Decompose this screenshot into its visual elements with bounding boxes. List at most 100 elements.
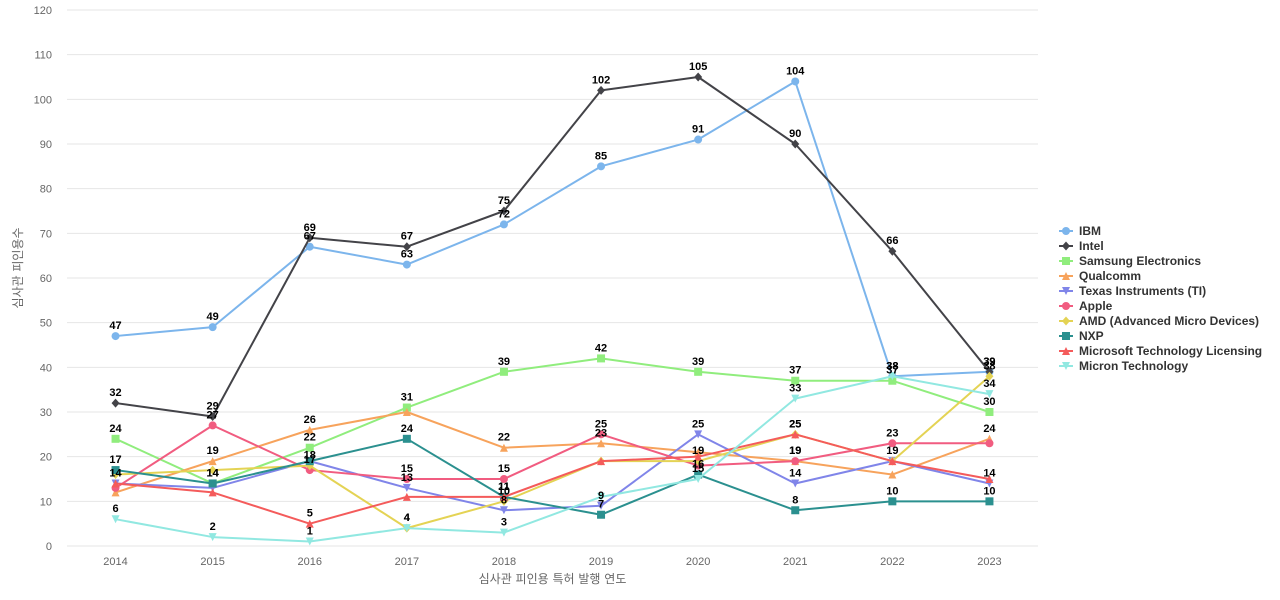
series-lines <box>111 72 994 546</box>
data-label-micron-technology: 1 <box>307 526 313 538</box>
data-point-micron-technology <box>888 372 897 381</box>
data-label-micron-technology: 34 <box>983 378 996 390</box>
data-label-apple: 15 <box>498 463 510 475</box>
data-label-nxp: 8 <box>792 494 798 506</box>
data-label-amd-advanced-micro-devices: 25 <box>789 418 801 430</box>
legend-item-microsoft-technology-licensing[interactable]: Microsoft Technology Licensing <box>1059 344 1262 358</box>
data-label-apple: 23 <box>886 427 898 439</box>
y-axis-title: 심사관 피인용수 <box>11 227 25 308</box>
legend-label: Texas Instruments (TI) <box>1079 284 1206 298</box>
data-label-texas-instruments-ti: 9 <box>598 490 604 502</box>
data-point-intel <box>402 242 411 252</box>
series-line-micron-technology <box>115 375 990 543</box>
data-label-micron-technology: 4 <box>404 512 411 524</box>
legend-marker <box>1062 257 1070 265</box>
data-point-ibm <box>111 332 120 341</box>
data-label-micron-technology: 6 <box>112 503 118 515</box>
data-label-qualcomm: 19 <box>789 445 801 457</box>
series-ibm <box>111 77 994 381</box>
data-label-qualcomm: 22 <box>498 432 510 444</box>
legend-item-texas-instruments-ti[interactable]: Texas Instruments (TI) <box>1059 284 1206 298</box>
data-point-amd-advanced-micro-devices <box>985 371 994 381</box>
data-label-ibm: 47 <box>109 320 121 332</box>
data-point-samsung-electronics <box>791 376 800 385</box>
data-point-microsoft-technology-licensing <box>597 457 606 466</box>
data-point-intel <box>888 246 897 256</box>
x-tick-label: 2021 <box>783 556 807 568</box>
legend-item-intel[interactable]: Intel <box>1059 239 1104 253</box>
legend-label: IBM <box>1079 224 1101 238</box>
legend-item-qualcomm[interactable]: Qualcomm <box>1059 269 1141 283</box>
data-label-nxp: 14 <box>207 467 220 479</box>
data-label-amd-advanced-micro-devices: 18 <box>304 450 316 462</box>
y-tick-label: 20 <box>40 452 52 464</box>
data-label-amd-advanced-micro-devices: 19 <box>886 445 898 457</box>
data-point-micron-technology <box>597 492 606 501</box>
data-label-intel: 66 <box>886 235 898 247</box>
data-point-ibm <box>694 135 703 144</box>
series-line-qualcomm <box>115 411 990 494</box>
data-point-microsoft-technology-licensing <box>402 492 411 501</box>
legend-label: NXP <box>1079 329 1104 343</box>
data-label-qualcomm: 19 <box>207 445 219 457</box>
legend-item-micron-technology[interactable]: Micron Technology <box>1059 359 1188 373</box>
legend-marker <box>1062 241 1070 251</box>
data-point-texas-instruments-ti <box>791 479 800 488</box>
legend-item-ibm[interactable]: IBM <box>1059 224 1101 238</box>
data-point-texas-instruments-ti <box>402 483 411 492</box>
data-point-intel <box>305 233 314 243</box>
data-point-apple <box>888 439 897 448</box>
data-point-micron-technology <box>111 515 120 524</box>
data-point-nxp <box>208 479 217 488</box>
data-point-samsung-electronics <box>597 354 606 363</box>
data-label-apple: 15 <box>401 463 413 475</box>
data-point-micron-technology <box>305 537 314 546</box>
series-line-apple <box>115 424 990 489</box>
data-label-qualcomm: 26 <box>304 414 316 426</box>
data-point-nxp <box>888 497 897 506</box>
data-label-samsung-electronics: 30 <box>983 396 995 408</box>
data-point-microsoft-technology-licensing <box>305 519 314 528</box>
data-label-ibm: 91 <box>692 124 704 136</box>
x-tick-label: 2014 <box>103 556 127 568</box>
legend-marker <box>1062 227 1070 235</box>
data-point-nxp <box>791 506 800 515</box>
data-point-nxp <box>111 466 120 475</box>
data-label-texas-instruments-ti: 14 <box>789 467 802 479</box>
legend-label: Qualcomm <box>1079 269 1141 283</box>
data-point-microsoft-technology-licensing <box>694 452 703 461</box>
legend-item-apple[interactable]: Apple <box>1059 299 1113 313</box>
y-tick-label: 0 <box>46 541 52 553</box>
series-line-nxp <box>115 437 990 516</box>
x-axis-title: 심사관 피인용 특허 발행 연도 <box>479 571 627 586</box>
legend-marker <box>1062 316 1070 326</box>
data-label-samsung-electronics: 37 <box>789 365 801 377</box>
data-label-micron-technology: 38 <box>886 360 898 372</box>
data-point-microsoft-technology-licensing <box>111 479 120 488</box>
data-point-qualcomm <box>208 457 217 466</box>
legend-marker <box>1062 302 1070 310</box>
x-tick-label: 2018 <box>492 556 516 568</box>
data-label-microsoft-technology-licensing: 11 <box>498 481 510 493</box>
legend-item-samsung-electronics[interactable]: Samsung Electronics <box>1059 254 1201 268</box>
x-tick-label: 2015 <box>200 556 224 568</box>
data-point-intel <box>111 398 120 408</box>
data-label-ibm: 49 <box>207 311 219 323</box>
data-label-amd-advanced-micro-devices: 19 <box>692 445 704 457</box>
data-point-amd-advanced-micro-devices <box>208 465 217 475</box>
data-label-microsoft-technology-licensing: 14 <box>109 467 122 479</box>
series-line-samsung-electronics <box>115 357 990 485</box>
data-label-samsung-electronics: 37 <box>886 365 898 377</box>
legend-item-amd-advanced-micro-devices[interactable]: AMD (Advanced Micro Devices) <box>1059 314 1259 328</box>
x-tick-label: 2022 <box>880 556 904 568</box>
data-point-micron-technology <box>208 533 217 542</box>
legend-item-nxp[interactable]: NXP <box>1059 329 1104 343</box>
series-line-ibm <box>115 80 990 378</box>
data-label-intel: 105 <box>689 61 707 73</box>
data-label-samsung-electronics: 42 <box>595 342 607 354</box>
x-tick-label: 2020 <box>686 556 710 568</box>
series-line-texas-instruments-ti <box>115 433 990 512</box>
data-point-micron-technology <box>694 475 703 483</box>
